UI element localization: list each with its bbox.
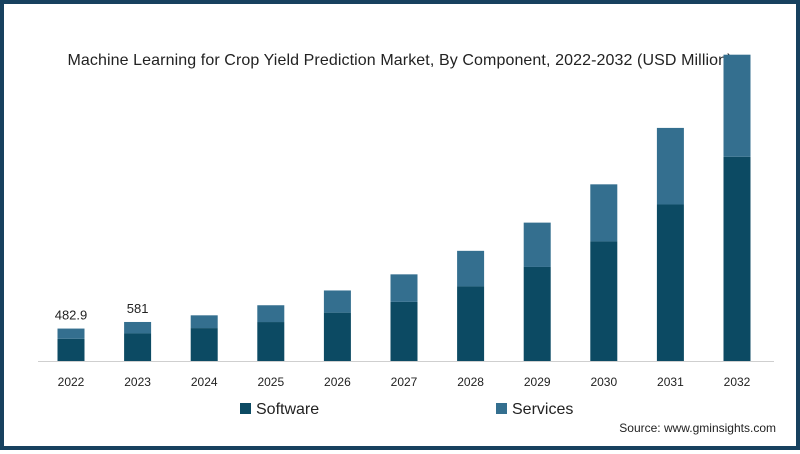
bar-software-2022 (57, 338, 85, 361)
x-tick-label-2028: 2028 (457, 375, 484, 389)
bar-software-2027 (390, 301, 418, 361)
bar-software-2028 (457, 286, 485, 361)
x-tick-label-2029: 2029 (524, 375, 551, 389)
chart-title: Machine Learning for Crop Yield Predicti… (67, 52, 733, 69)
total-label-2023: 581 (127, 301, 149, 316)
bar-services-2022 (57, 328, 85, 339)
bar-services-2026 (323, 290, 351, 313)
bar-software-2024 (190, 328, 218, 361)
bar-software-2026 (323, 312, 351, 361)
x-tick-label-2031: 2031 (657, 375, 684, 389)
bar-services-2027 (390, 274, 418, 302)
x-tick-label-2027: 2027 (391, 375, 418, 389)
bar-services-2030 (590, 184, 618, 242)
bar-services-2032 (723, 54, 751, 157)
x-tick-label-2022: 2022 (58, 375, 85, 389)
x-tick-label-2026: 2026 (324, 375, 351, 389)
bar-software-2023 (124, 333, 152, 361)
bar-services-2031 (656, 127, 684, 205)
bar-services-2028 (457, 250, 485, 287)
bar-services-2025 (257, 305, 285, 323)
bar-services-2024 (190, 315, 218, 329)
bar-software-2032 (723, 156, 751, 361)
legend-label-software: Software (256, 401, 319, 418)
bar-software-2030 (590, 241, 618, 361)
bar-services-2023 (124, 321, 152, 334)
legend-swatch-software (240, 403, 251, 414)
x-tick-label-2025: 2025 (257, 375, 284, 389)
x-tick-label-2032: 2032 (724, 375, 751, 389)
bar-software-2029 (523, 266, 551, 361)
legend-swatch-services (496, 403, 507, 414)
source-text: Source: www.gminsights.com (619, 421, 776, 435)
x-tick-label-2024: 2024 (191, 375, 218, 389)
x-tick-label-2023: 2023 (124, 375, 151, 389)
bar-software-2025 (257, 322, 285, 361)
bar-services-2029 (523, 222, 551, 267)
x-tick-label-2030: 2030 (590, 375, 617, 389)
legend-label-services: Services (512, 401, 573, 418)
stacked-bar-chart: 2022 2023 2024 2025 2026 2027 2028 2029 2030 2031… (38, 54, 774, 418)
bar-software-2031 (656, 204, 684, 361)
total-label-2022: 482.9 (55, 308, 88, 323)
